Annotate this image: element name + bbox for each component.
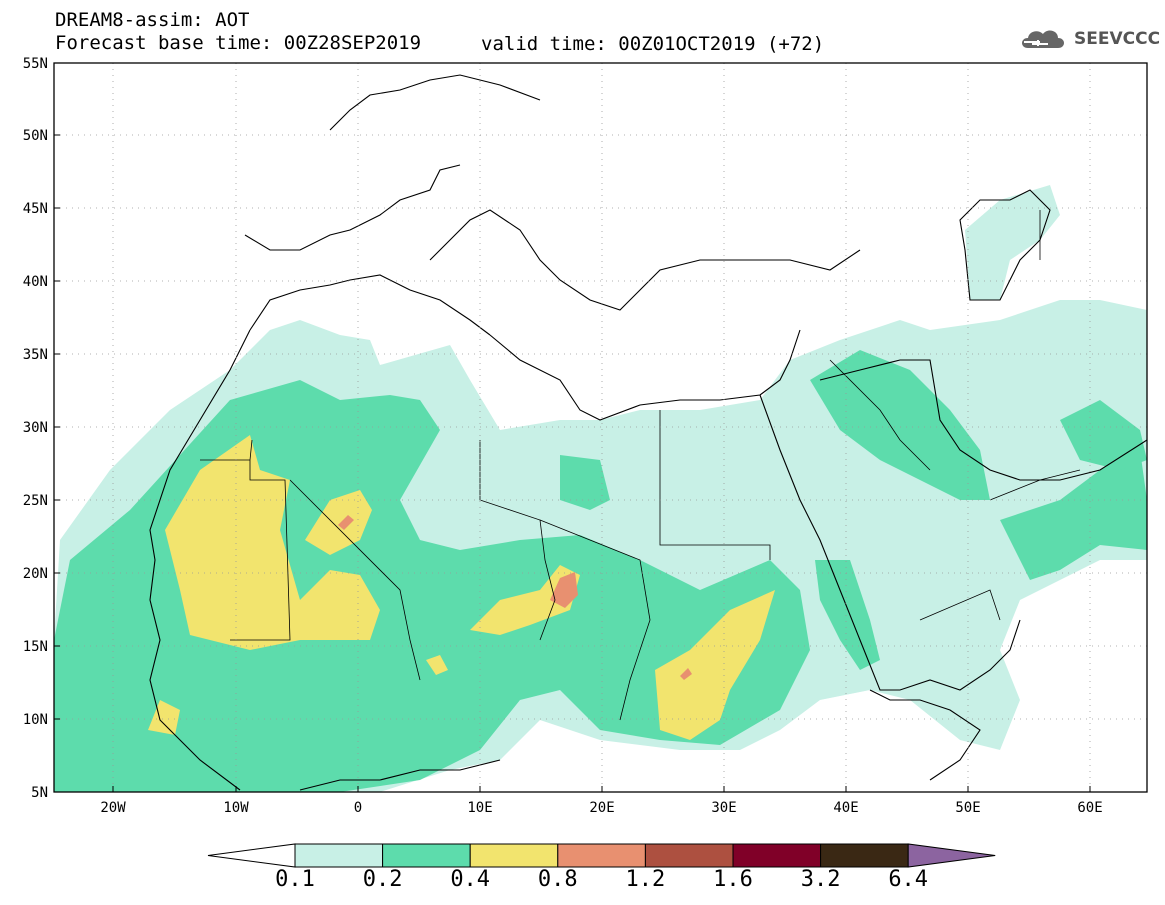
aot-colorbar bbox=[207, 843, 996, 868]
lat-tick-label: 25N bbox=[23, 493, 48, 509]
colorbar-labels: 0.1 0.2 0.4 0.8 1.2 1.6 3.2 6.4 bbox=[0, 867, 1165, 897]
lon-tick-label: 50E bbox=[955, 800, 980, 816]
colorbar-label: 3.2 bbox=[800, 867, 841, 892]
lat-tick-label: 35N bbox=[23, 347, 48, 363]
lon-tick-label: 20W bbox=[100, 800, 126, 816]
colorbar-low-arrow bbox=[207, 843, 296, 868]
aot-field-0.2-arabia-east bbox=[810, 350, 990, 500]
colorbar-label: 0.4 bbox=[450, 867, 491, 892]
lon-tick-label: 10W bbox=[223, 800, 249, 816]
lat-tick-label: 15N bbox=[23, 639, 48, 655]
aot-field-0.2-gulf bbox=[1000, 450, 1147, 580]
seevccc-logo: SEEVCCC bbox=[1018, 24, 1160, 54]
coastlines bbox=[149, 74, 1147, 791]
logo-text: SEEVCCC bbox=[1074, 29, 1161, 49]
aot-field-0.4-chad bbox=[470, 565, 580, 635]
colorbar-label: 0.2 bbox=[362, 867, 403, 892]
aot-fields bbox=[54, 185, 1147, 792]
colorbar-swatch bbox=[382, 843, 471, 868]
lat-tick-label: 10N bbox=[23, 712, 48, 728]
colorbar-label: 6.4 bbox=[888, 867, 929, 892]
aot-field-0.4-guinea bbox=[148, 700, 180, 735]
colorbar-swatch bbox=[820, 843, 909, 868]
aot-field-0.2-libya bbox=[560, 455, 610, 510]
colorbar-high-arrow bbox=[907, 843, 996, 868]
colorbar-swatch bbox=[469, 843, 559, 868]
map-title: DREAM8-assim: AOT bbox=[55, 9, 250, 31]
aot-field-0.2-iran bbox=[1060, 400, 1147, 470]
aot-field-0.4-mauritania bbox=[165, 435, 380, 650]
country-borders bbox=[200, 210, 1081, 721]
lon-tick-label: 40E bbox=[833, 800, 858, 816]
colorbar-label: 1.6 bbox=[713, 867, 753, 892]
lat-axis: 5N 10N 15N 20N 25N 30N 35N 40N 45N 50N 5… bbox=[23, 56, 48, 801]
colorbar-swatch bbox=[557, 843, 646, 868]
cloud-icon bbox=[1022, 30, 1064, 48]
colorbar-swatch bbox=[644, 843, 734, 868]
lat-tick-label: 50N bbox=[23, 128, 48, 144]
colorbar-label: 1.2 bbox=[625, 867, 666, 892]
colorbar-swatch bbox=[294, 843, 384, 868]
colorbar-label: 0.1 bbox=[275, 867, 315, 892]
lon-tick-label: 10E bbox=[467, 800, 492, 816]
aot-field-0.8-mali bbox=[338, 515, 354, 530]
aot-field-0.4-niger bbox=[426, 655, 448, 675]
lat-tick-label: 55N bbox=[23, 56, 48, 72]
aot-field-0.8-chad bbox=[550, 572, 578, 608]
lon-tick-label: 60E bbox=[1077, 800, 1102, 816]
lat-tick-label: 5N bbox=[31, 785, 48, 801]
lat-tick-label: 30N bbox=[23, 420, 48, 436]
lat-ticks bbox=[54, 134, 1091, 792]
forecast-base-time: Forecast base time: 00Z28SEP2019 bbox=[55, 32, 422, 54]
lon-tick-label: 20E bbox=[589, 800, 614, 816]
colorbar-swatch bbox=[732, 843, 822, 868]
aot-field-0.1-caspian bbox=[965, 185, 1060, 300]
aot-field-0.4-mali bbox=[305, 490, 372, 555]
aot-field-0.4-sudan bbox=[655, 590, 775, 740]
lon-axis: 20W 10W 0 10E 20E 30E 40E 50E 60E bbox=[100, 800, 1102, 816]
lat-tick-label: 40N bbox=[23, 274, 48, 290]
aot-field-0.2-red-sea bbox=[815, 560, 880, 670]
gridlines bbox=[54, 63, 1147, 792]
lat-tick-label: 20N bbox=[23, 566, 48, 582]
aot-field-0.8-sudan bbox=[680, 668, 692, 680]
lon-tick-label: 0 bbox=[354, 800, 362, 816]
lat-tick-label: 45N bbox=[23, 201, 48, 217]
valid-time: valid time: 00Z01OCT2019 (+72) bbox=[481, 33, 825, 55]
colorbar-label: 0.8 bbox=[537, 867, 578, 892]
lon-tick-label: 30E bbox=[711, 800, 736, 816]
